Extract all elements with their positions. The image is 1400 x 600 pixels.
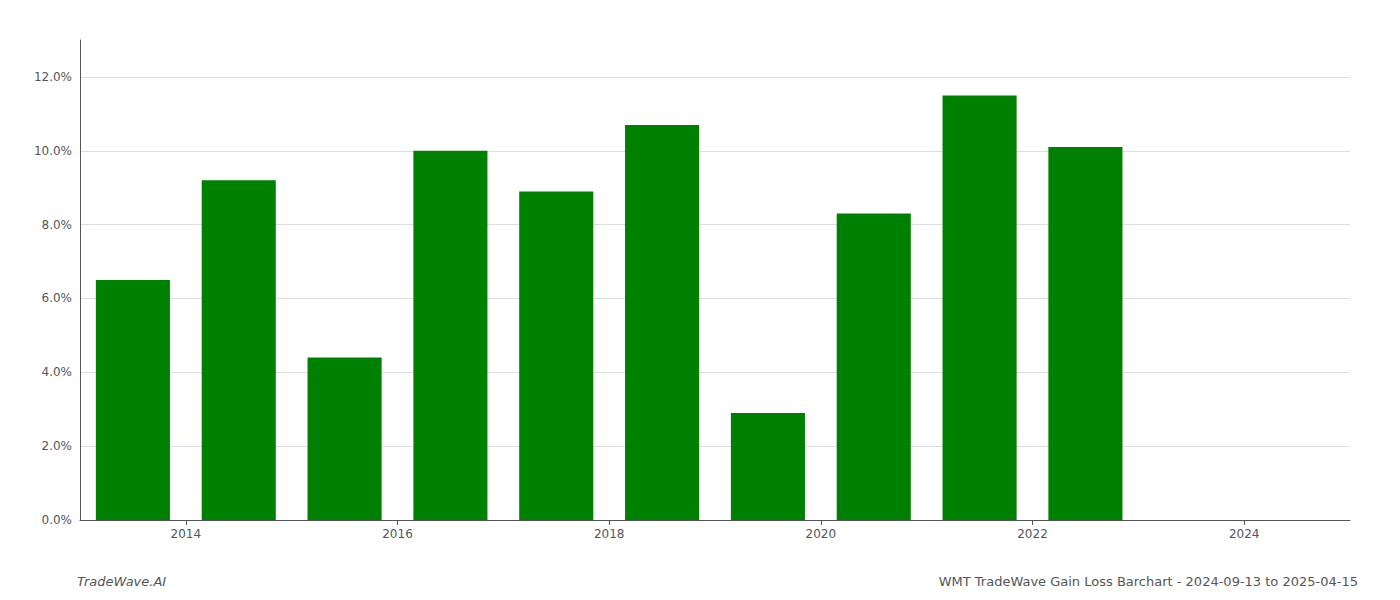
svg-text:2022: 2022 (1017, 527, 1048, 541)
svg-text:6.0%: 6.0% (42, 291, 73, 305)
svg-text:4.0%: 4.0% (42, 365, 73, 379)
svg-text:2018: 2018 (594, 527, 625, 541)
svg-text:10.0%: 10.0% (34, 144, 72, 158)
svg-text:TradeWave.AI: TradeWave.AI (77, 574, 166, 589)
svg-text:0.0%: 0.0% (42, 513, 73, 527)
svg-text:12.0%: 12.0% (34, 70, 72, 84)
svg-text:WMT TradeWave Gain Loss Barcha: WMT TradeWave Gain Loss Barchart - 2024-… (939, 574, 1358, 589)
svg-text:2024: 2024 (1229, 527, 1260, 541)
svg-text:8.0%: 8.0% (42, 218, 73, 232)
svg-text:2020: 2020 (806, 527, 837, 541)
svg-text:2016: 2016 (382, 527, 413, 541)
svg-text:2.0%: 2.0% (42, 439, 73, 453)
svg-text:2014: 2014 (171, 527, 202, 541)
